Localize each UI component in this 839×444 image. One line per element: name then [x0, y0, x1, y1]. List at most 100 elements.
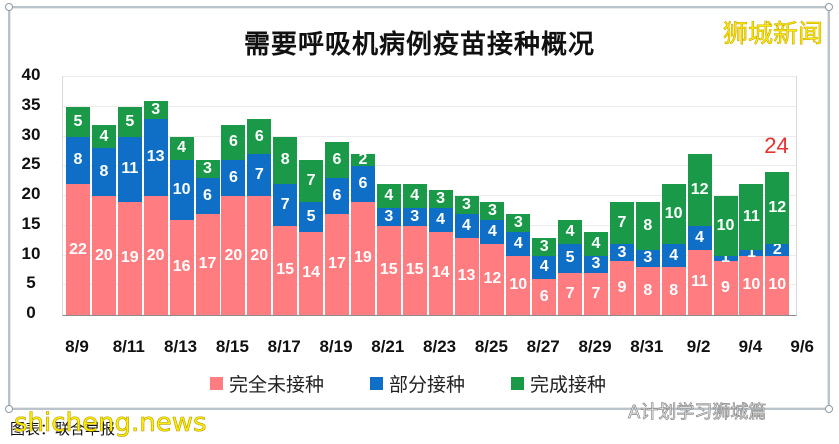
bar-segment: 3	[428, 190, 453, 208]
bar-segment: 4	[402, 184, 427, 208]
bar-segment: 3	[609, 244, 634, 262]
resize-handle-bottom-left[interactable]	[5, 405, 13, 413]
bar-segment: 10	[739, 255, 764, 315]
legend-item-partial: 部分接种	[370, 370, 465, 397]
bar-9/5: 10 2 12	[765, 172, 790, 315]
bar-segment: 12	[687, 154, 712, 226]
resize-handle-top-right[interactable]	[825, 3, 833, 11]
bar-segment: 4	[428, 207, 453, 232]
bar-segment: 6	[350, 166, 375, 202]
bar-9/1: 8 4 10	[661, 184, 686, 315]
x-tick-label: 8/23	[423, 337, 457, 356]
legend-label: 完成接种	[530, 374, 607, 396]
legend-swatch	[511, 377, 525, 390]
bar-segment: 4	[169, 136, 194, 161]
bar-segment: 3	[532, 238, 557, 256]
bar-segment: 6	[221, 124, 246, 161]
legend-label: 完全未接种	[229, 374, 325, 396]
site-watermark: shicheng.news	[14, 408, 207, 439]
bar-segment: 6	[532, 279, 557, 315]
legend: 完全未接种 部分接种 完成接种	[210, 370, 606, 397]
bar-segment: 20	[247, 196, 272, 315]
bar-segment: 15	[402, 225, 427, 315]
bar-8/22: 15 3 4	[402, 184, 427, 315]
bar-segment: 8	[66, 136, 90, 185]
bar-segment: 5	[299, 201, 324, 232]
bar-segment: 6	[221, 160, 246, 196]
x-tick-label: 8/9	[65, 337, 89, 356]
bar-segment: 15	[273, 225, 298, 315]
bar-8/19: 17 6 6	[325, 142, 349, 315]
legend-item-unvaccinated: 完全未接种	[210, 370, 324, 397]
x-tick-label: 8/25	[474, 337, 508, 356]
bar-segment: 6	[195, 178, 220, 214]
bar-segment: 22	[66, 184, 90, 315]
bar-segment: 3	[584, 255, 608, 274]
bar-segment: 8	[661, 267, 686, 315]
bar-segment: 19	[117, 201, 142, 315]
total-callout: 24	[764, 133, 789, 159]
bar-8/18: 14 5 7	[299, 160, 324, 315]
bar-segment: 7	[273, 184, 298, 226]
bar-8/9: 22 8 5	[66, 106, 90, 315]
bar-segment: 3	[635, 249, 660, 268]
bar-8/16: 20 7 6	[247, 118, 272, 315]
bar-8/20: 19 6 2	[350, 151, 375, 315]
bar-segment: 13	[454, 237, 479, 315]
bar-segment: 19	[350, 201, 375, 315]
bar-segment: 1	[739, 244, 764, 261]
bar-segment: 8	[273, 136, 298, 185]
bar-segment: 20	[91, 196, 116, 315]
resize-handle-bottom-right[interactable]	[825, 405, 833, 413]
x-tick-label: 9/6	[790, 337, 814, 356]
bar-segment: 4	[687, 225, 712, 250]
bar-9/2: 11 4 12	[687, 154, 712, 315]
bar-segment: 4	[376, 184, 401, 208]
bar-9/3: 9 1 10	[713, 196, 738, 315]
x-tick-label: 8/17	[267, 337, 301, 356]
bar-segment: 4	[480, 219, 505, 244]
legend-label: 部分接种	[389, 374, 466, 396]
bar-segment: 9	[713, 261, 738, 315]
y-tick-label: 40	[21, 65, 41, 84]
bar-8/17: 15 7 8	[273, 136, 298, 315]
x-tick-label: 8/29	[578, 337, 612, 356]
resize-handle-top-left[interactable]	[5, 3, 13, 11]
bar-segment: 14	[428, 231, 453, 315]
bar-segment: 3	[454, 196, 479, 214]
y-tick-label: 0	[26, 303, 36, 322]
x-tick-label: 8/13	[164, 337, 198, 356]
bar-segment: 7	[247, 154, 272, 196]
bar-segment: 17	[325, 213, 349, 315]
bar-segment: 8	[91, 148, 116, 196]
bar-segment: 13	[143, 118, 168, 196]
bar-segment: 8	[635, 267, 660, 315]
y-tick-label: 25	[21, 154, 41, 174]
bar-8/21: 15 3 4	[376, 184, 401, 315]
x-tick-label: 9/4	[738, 337, 763, 356]
gridline	[63, 135, 796, 137]
bar-segment: 6	[325, 142, 349, 179]
bar-segment: 15	[376, 225, 401, 315]
bar-8/11: 19 11 5	[117, 106, 142, 315]
bar-segment: 4	[91, 124, 116, 149]
x-tick-label: 8/15	[215, 337, 249, 356]
bar-segment: 10	[169, 160, 194, 220]
legend-swatch	[370, 377, 384, 390]
bar-segment: 1	[713, 249, 738, 266]
bar-segment: 10	[506, 255, 531, 315]
source-caption: 图表：联合早报	[10, 420, 116, 438]
bar-segment: 2	[765, 241, 790, 258]
bar-segment: 6	[325, 178, 349, 214]
bar-segment: 20	[221, 196, 246, 315]
bar-segment: 5	[66, 106, 90, 137]
bar-segment: 4	[661, 243, 686, 268]
legend-swatch	[210, 377, 223, 390]
bar-segment: 11	[739, 184, 764, 250]
y-tick-label: 30	[21, 124, 41, 144]
x-tick-label: 8/27	[526, 337, 560, 356]
y-tick-label: 35	[21, 94, 41, 114]
